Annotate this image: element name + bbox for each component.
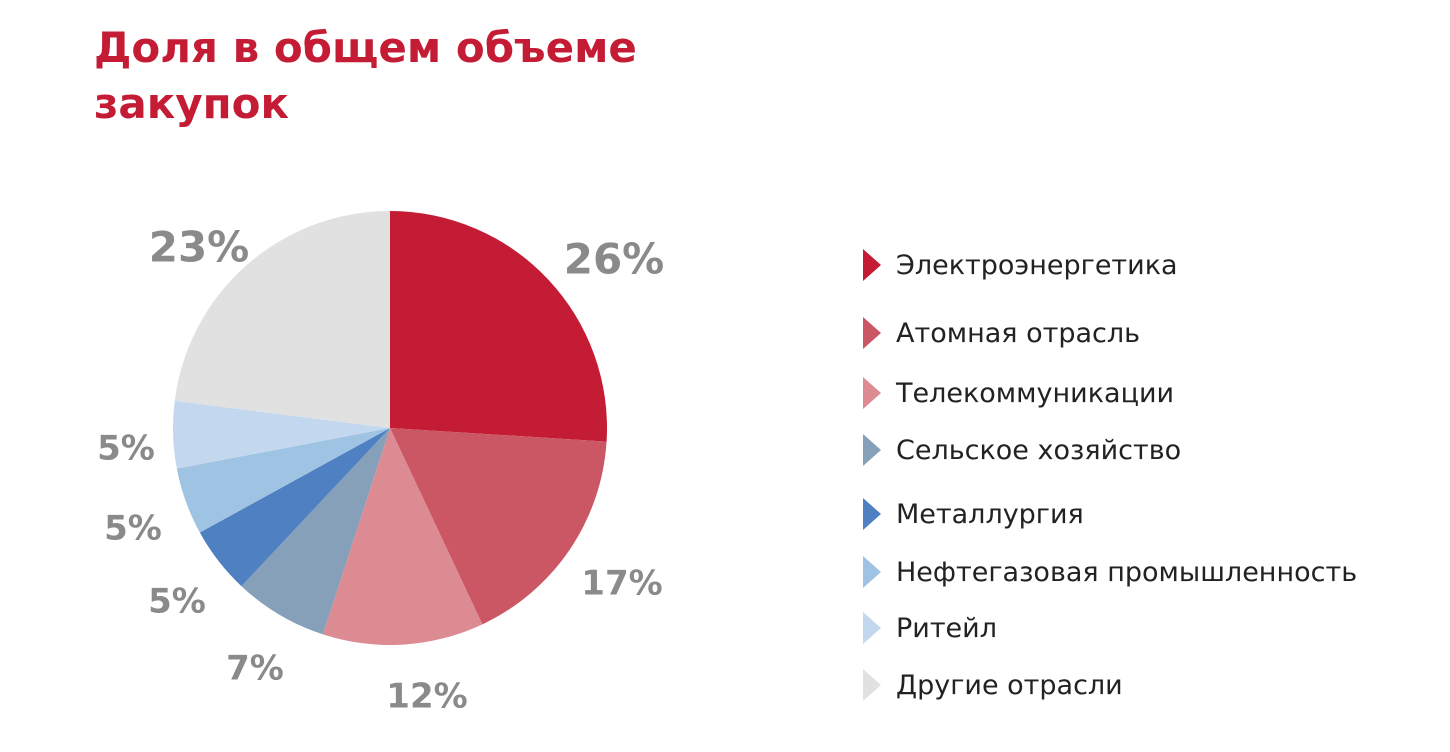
pie-slice bbox=[241, 428, 390, 635]
legend-item: Сельское хозяйство bbox=[862, 433, 1181, 467]
legend-triangle-icon bbox=[862, 376, 882, 410]
legend-triangle-icon bbox=[862, 433, 882, 467]
legend-triangle-icon bbox=[862, 316, 882, 350]
pie-slice bbox=[174, 211, 390, 428]
legend-item: Другие отрасли bbox=[862, 668, 1123, 702]
legend-item: Ритейл bbox=[862, 611, 997, 645]
slice-percent-label: 5% bbox=[97, 429, 155, 469]
pie-slice bbox=[199, 428, 390, 587]
legend-label: Другие отрасли bbox=[896, 669, 1123, 701]
legend-label: Сельское хозяйство bbox=[896, 434, 1182, 466]
legend-item: Электроэнергетика bbox=[862, 248, 1178, 282]
pie-slice bbox=[390, 211, 607, 442]
slice-percent-label: 17% bbox=[581, 564, 662, 604]
legend-triangle-icon bbox=[862, 668, 882, 702]
legend-triangle-icon bbox=[862, 555, 882, 589]
pie-slice bbox=[322, 428, 483, 646]
slice-percent-label: 23% bbox=[149, 223, 250, 272]
slice-percent-label: 5% bbox=[148, 582, 206, 622]
legend-triangle-icon bbox=[862, 497, 882, 531]
legend-label: Электроэнергетика bbox=[896, 249, 1178, 281]
slice-percent-label: 5% bbox=[104, 509, 162, 549]
legend-label: Атомная отрасль bbox=[896, 317, 1141, 349]
legend-label: Телекоммуникации bbox=[896, 377, 1175, 409]
legend-item: Атомная отрасль bbox=[862, 316, 1140, 350]
legend-label: Металлургия bbox=[896, 498, 1084, 530]
legend-label: Ритейл bbox=[896, 612, 997, 644]
legend-triangle-icon bbox=[862, 611, 882, 645]
legend-item: Телекоммуникации bbox=[862, 376, 1174, 410]
legend-triangle-icon bbox=[862, 248, 882, 282]
pie-slice bbox=[176, 428, 390, 533]
pie-slice bbox=[172, 400, 390, 469]
chart-title: Доля в общем объеме закупок bbox=[94, 23, 637, 128]
slice-percent-label: 12% bbox=[386, 677, 467, 717]
pie-slice bbox=[390, 428, 607, 625]
slice-percent-label: 7% bbox=[226, 649, 284, 689]
legend-item: Металлургия bbox=[862, 497, 1084, 531]
legend-label: Нефтегазовая промышленность bbox=[896, 556, 1358, 588]
slice-percent-label: 26% bbox=[564, 235, 665, 284]
legend-item: Нефтегазовая промышленность bbox=[862, 555, 1357, 589]
